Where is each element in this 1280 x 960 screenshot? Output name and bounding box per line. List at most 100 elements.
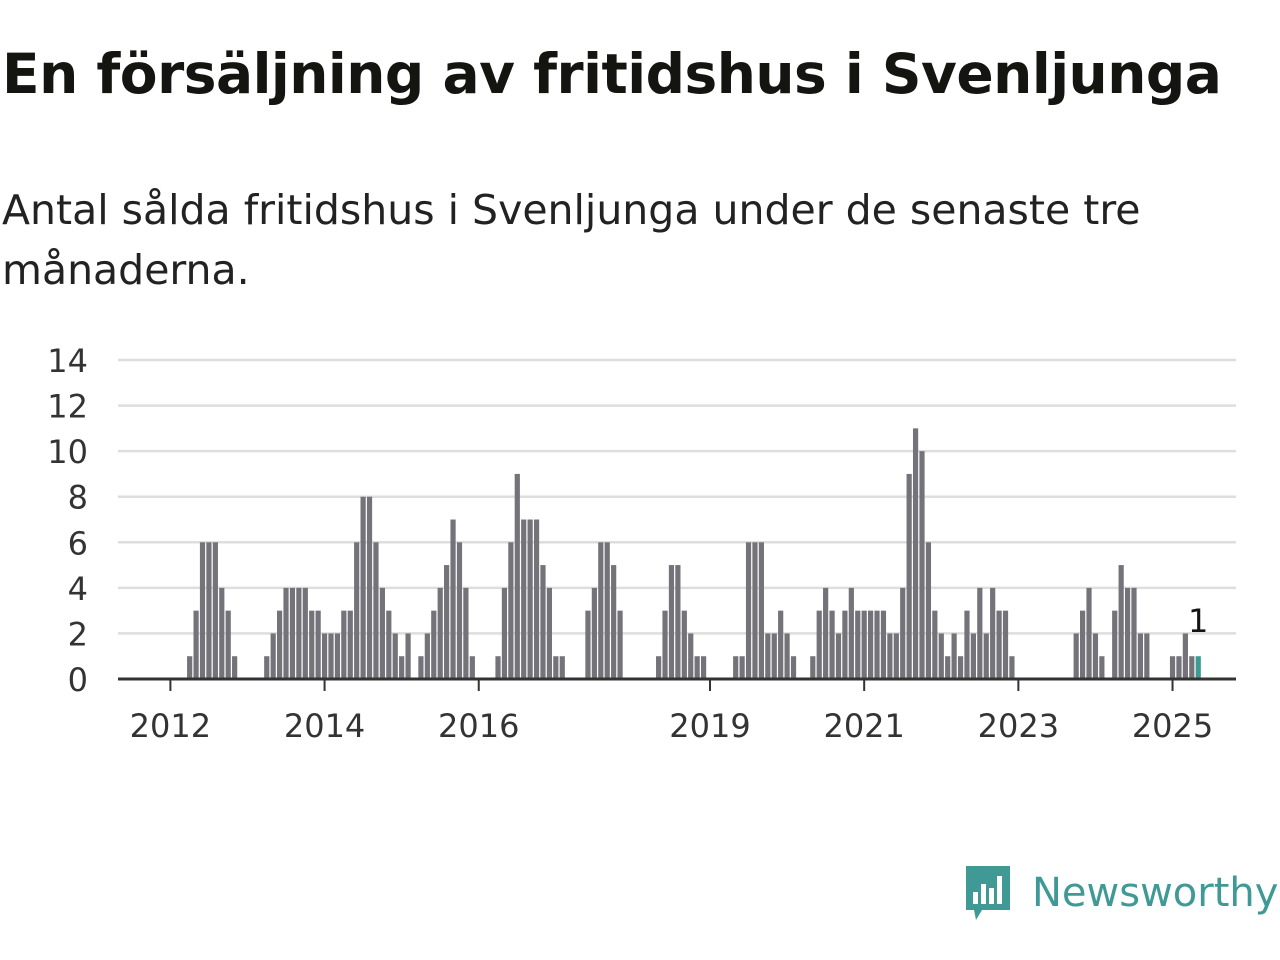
bar [193, 610, 199, 679]
bar [662, 610, 668, 679]
bar [450, 519, 456, 679]
latest-value-label: 1 [1188, 602, 1208, 640]
bar [848, 587, 854, 679]
x-tick-label: 2019 [669, 707, 750, 745]
bar [1118, 565, 1124, 679]
bar [399, 656, 405, 679]
bar [373, 542, 379, 679]
bar [758, 542, 764, 679]
bar [277, 610, 283, 679]
bar [765, 633, 771, 679]
bar [392, 633, 398, 679]
bar [463, 587, 469, 679]
bar [559, 656, 565, 679]
y-tick-label: 14 [47, 342, 88, 380]
bar [1189, 656, 1195, 679]
bar [790, 656, 797, 679]
bar [1169, 656, 1176, 679]
bar [681, 610, 687, 679]
bar [1086, 587, 1092, 679]
bar [700, 656, 707, 679]
y-tick-label: 6 [68, 524, 88, 562]
bar [212, 542, 218, 679]
bar [733, 656, 739, 679]
bar [598, 542, 604, 679]
bar [694, 656, 700, 679]
bar [810, 656, 816, 679]
bar [675, 565, 681, 679]
bar [405, 633, 411, 679]
bar [501, 587, 508, 679]
bar [868, 610, 874, 679]
x-tick-label: 2021 [823, 707, 904, 745]
bar [951, 633, 957, 679]
bar [1137, 633, 1144, 679]
bar [283, 587, 289, 679]
bar [444, 565, 450, 679]
bar [970, 633, 976, 679]
bar [938, 633, 944, 679]
bar-chart: 0 2 4 6 8 10 12 14 2012 2014 2016 2019 2021 2023 2025 1 [47, 342, 1236, 745]
bar [1092, 633, 1099, 679]
newsworthy-brand[interactable]: Newsworthy [962, 862, 1278, 924]
bar [328, 633, 334, 679]
bar [508, 542, 514, 679]
y-tick-label: 10 [47, 433, 88, 471]
bar [1073, 633, 1079, 679]
bar [925, 542, 932, 679]
bar [964, 610, 970, 679]
bar [591, 587, 597, 679]
bar [302, 587, 308, 679]
bar [1176, 656, 1182, 679]
bar [379, 587, 385, 679]
newsworthy-logo-icon [966, 866, 1010, 920]
bar [977, 587, 983, 679]
bar [739, 656, 745, 679]
bar [341, 610, 347, 679]
bar [1002, 610, 1009, 679]
bar [835, 633, 842, 679]
bar [906, 473, 912, 679]
bar [900, 587, 906, 679]
bar [431, 610, 437, 679]
bar [656, 656, 662, 679]
x-tick-label: 2012 [130, 707, 211, 745]
bar [347, 610, 353, 679]
bar [187, 656, 193, 679]
x-tick-label: 2014 [284, 707, 365, 745]
bar [289, 587, 296, 679]
bar [668, 565, 675, 679]
bar [688, 633, 694, 679]
bar [829, 610, 835, 679]
bar [540, 565, 546, 679]
bar [919, 451, 925, 679]
chart-title: En försäljning av fritidshus i Svenljung… [2, 42, 1222, 106]
x-tick-label: 2016 [438, 707, 519, 745]
bar [990, 587, 996, 679]
bar [553, 656, 559, 679]
bar [996, 610, 1002, 679]
bar [354, 542, 360, 679]
y-tick-label: 8 [68, 479, 88, 517]
bar [983, 633, 989, 679]
bar [1112, 610, 1118, 679]
bar [874, 610, 880, 679]
bar [752, 542, 758, 679]
bar [778, 610, 784, 679]
bar [321, 633, 328, 679]
bar [932, 610, 938, 679]
bar [861, 610, 867, 679]
bar [585, 610, 591, 679]
bar [437, 587, 443, 679]
bar [842, 610, 848, 679]
bar [880, 610, 887, 679]
bar [264, 656, 270, 679]
bar [617, 610, 623, 679]
brand-name: Newsworthy [1032, 870, 1279, 916]
bar [784, 633, 790, 679]
bar [855, 610, 861, 679]
bar [1080, 610, 1086, 679]
bar [296, 587, 302, 679]
x-tick-label: 2025 [1132, 707, 1213, 745]
y-tick-label: 2 [68, 615, 88, 653]
